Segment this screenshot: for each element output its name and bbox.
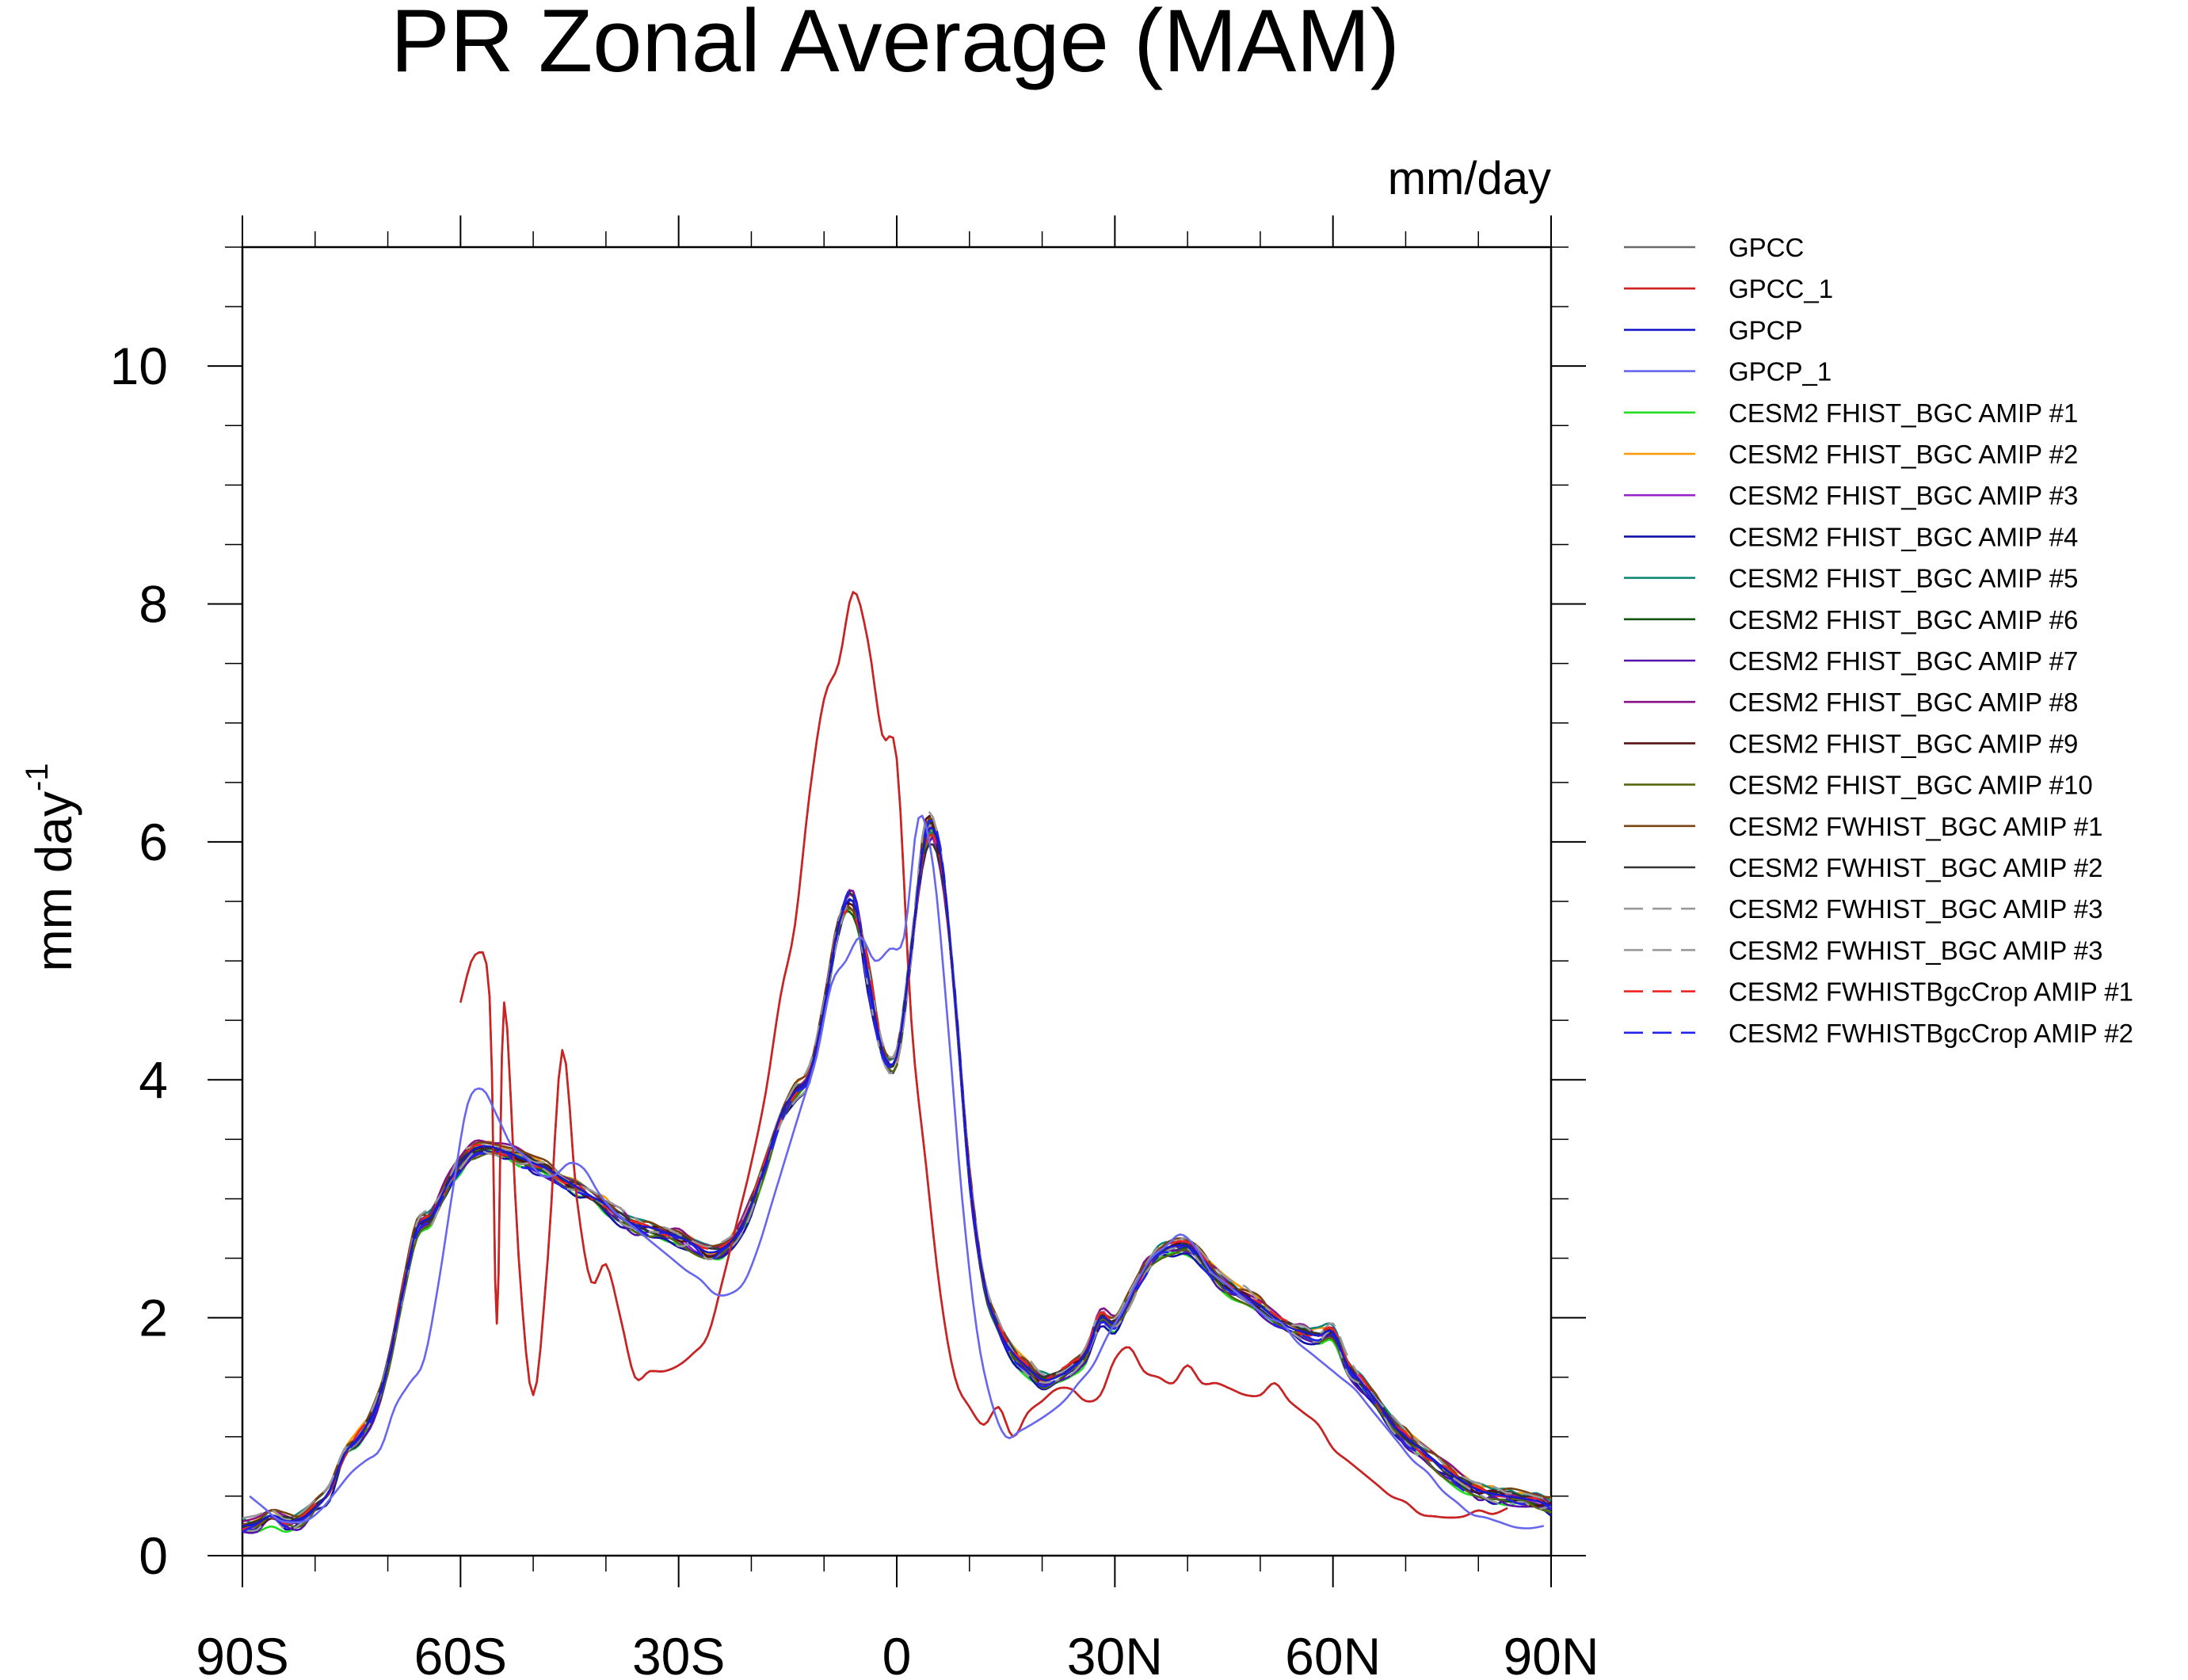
series-line-7 — [242, 820, 1552, 1532]
series-line-4 — [242, 829, 1552, 1533]
legend-label-12: CESM2 FHIST_BGC AMIP #9 — [1729, 729, 2078, 758]
y-axis-title-superscript: -1 — [20, 763, 55, 791]
legend-label-18: CESM2 FWHISTBgcCrop AMIP #1 — [1729, 977, 2133, 1007]
y-axis-ticks: 0 2 4 6 8 10 — [110, 246, 1586, 1585]
legend-label-4: CESM2 FHIST_BGC AMIP #1 — [1729, 398, 2078, 428]
legend-label-11: CESM2 FHIST_BGC AMIP #8 — [1729, 688, 2078, 717]
series-line-11 — [242, 825, 1552, 1523]
series-line-8 — [242, 832, 1552, 1525]
y-tick-label: 0 — [139, 1526, 168, 1585]
legend-label-14: CESM2 FWHIST_BGC AMIP #1 — [1729, 812, 2103, 841]
units-label: mm/day — [1388, 153, 1551, 204]
y-tick-label: 8 — [139, 575, 168, 634]
x-tick-label: 60S — [414, 1627, 507, 1680]
x-tick-label: 30S — [632, 1627, 725, 1680]
plot-area — [241, 246, 1553, 1557]
plot-frame — [241, 246, 1553, 1557]
x-tick-label: 0 — [882, 1627, 912, 1680]
x-tick-label: 30N — [1067, 1627, 1163, 1680]
series-line-13 — [242, 832, 1552, 1529]
series-line-15 — [242, 843, 1552, 1529]
y-tick-label: 10 — [110, 337, 168, 395]
y-tick-label: 4 — [139, 1050, 168, 1109]
legend-label-5: CESM2 FHIST_BGC AMIP #2 — [1729, 440, 2078, 469]
legend-label-13: CESM2 FHIST_BGC AMIP #10 — [1729, 771, 2093, 800]
series-line-9 — [242, 821, 1552, 1532]
y-tick-label: 6 — [139, 813, 168, 871]
y-axis-title-text: mm day — [25, 791, 82, 972]
legend-label-7: CESM2 FHIST_BGC AMIP #4 — [1729, 522, 2078, 551]
series-line-5 — [242, 834, 1552, 1526]
series-line-12 — [242, 814, 1552, 1528]
x-tick-label: 90S — [196, 1627, 288, 1680]
series-line-2 — [242, 827, 1552, 1527]
legend-label-19: CESM2 FWHISTBgcCrop AMIP #2 — [1729, 1019, 2133, 1048]
legend-label-0: GPCC — [1729, 233, 1804, 262]
legend-label-6: CESM2 FHIST_BGC AMIP #3 — [1729, 481, 2078, 510]
legend-label-10: CESM2 FHIST_BGC AMIP #7 — [1729, 646, 2078, 676]
series-line-1 — [459, 591, 1508, 1519]
series-line-19 — [242, 819, 1552, 1533]
legend-label-16: CESM2 FWHIST_BGC AMIP #3 — [1729, 894, 2103, 924]
series-line-17 — [242, 811, 1552, 1521]
legend-label-8: CESM2 FHIST_BGC AMIP #5 — [1729, 564, 2078, 593]
x-tick-label: 60N — [1285, 1627, 1381, 1680]
legend-label-17: CESM2 FWHIST_BGC AMIP #3 — [1729, 935, 2103, 965]
series-line-6 — [242, 829, 1552, 1531]
legend-label-9: CESM2 FHIST_BGC AMIP #6 — [1729, 605, 2078, 634]
y-axis-title: mm day-1 — [20, 763, 82, 971]
series-line-14 — [242, 817, 1552, 1526]
chart-title: PR Zonal Average (MAM) — [391, 0, 1400, 90]
legend-label-1: GPCC_1 — [1729, 274, 1833, 303]
x-tick-label: 90N — [1503, 1627, 1599, 1680]
series-line-10 — [242, 835, 1552, 1534]
y-tick-label: 2 — [139, 1289, 168, 1347]
legend: GPCC GPCC_1 GPCP GPCP_1 CESM2 FHIST_BGC AMIP… — [1624, 233, 2133, 1048]
x-axis-ticks: 90S 60S 30S 0 30N 60N 90N — [196, 215, 1599, 1680]
legend-label-15: CESM2 FWHIST_BGC AMIP #2 — [1729, 853, 2103, 882]
legend-label-2: GPCP — [1729, 315, 1803, 345]
series-line-16 — [242, 822, 1552, 1532]
series-line-3 — [249, 814, 1545, 1530]
legend-label-3: GPCP_1 — [1729, 357, 1832, 387]
series-line-18 — [242, 834, 1552, 1532]
svg-text:mm day-1: mm day-1 — [20, 763, 82, 971]
